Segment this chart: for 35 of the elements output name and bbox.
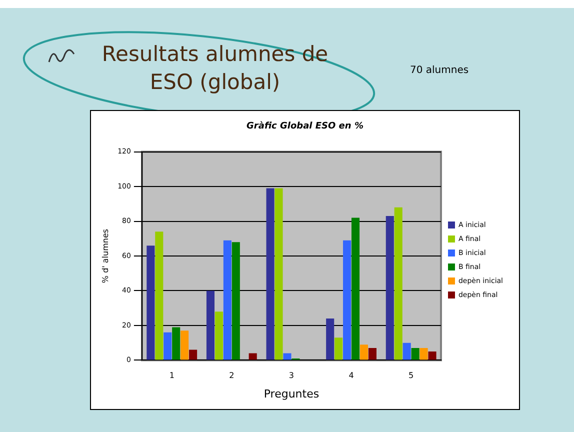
bar: [232, 242, 240, 360]
x-tick-label: 5: [408, 371, 414, 380]
x-tick-label: 4: [348, 371, 354, 380]
x-tick-label: 1: [169, 371, 174, 380]
bar: [214, 312, 223, 360]
bar: [274, 188, 283, 360]
bar: [326, 318, 334, 360]
bar: [283, 353, 292, 360]
text: 70 alumnes: [410, 65, 469, 76]
x-tick-label: 3: [288, 371, 294, 380]
bar: [343, 240, 352, 360]
bar: [172, 327, 180, 360]
bar: [146, 246, 155, 360]
bar: [428, 352, 436, 360]
bar: [360, 344, 368, 360]
bar: [386, 216, 394, 360]
bar: [155, 232, 164, 360]
bar: [334, 338, 343, 360]
x-tick-label: 2: [229, 371, 234, 380]
bar: [164, 332, 172, 360]
bar: [394, 207, 402, 360]
bar: [206, 290, 215, 360]
bar: [180, 330, 189, 360]
bar: [266, 188, 274, 360]
chart-title: Gràfic Global ESO en %: [246, 120, 364, 132]
bar: [248, 353, 257, 360]
y-axis-title: % d' alumnes: [100, 228, 110, 284]
bar: [189, 350, 198, 360]
bar: [402, 342, 411, 360]
bar: [223, 240, 232, 360]
bar: [420, 348, 428, 360]
bar: [368, 348, 376, 360]
bar: [351, 218, 360, 360]
x-axis-title: Preguntes: [264, 387, 320, 400]
bar: [411, 348, 420, 360]
